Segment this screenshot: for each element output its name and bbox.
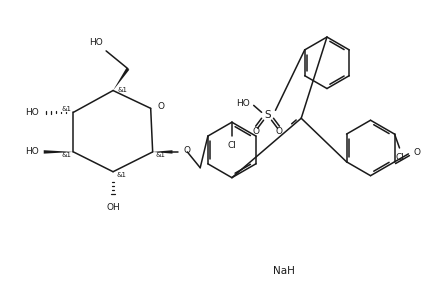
Polygon shape [152, 150, 172, 154]
Text: Cl: Cl [228, 141, 236, 150]
Text: S: S [264, 110, 271, 120]
Polygon shape [44, 150, 73, 154]
Text: O: O [413, 148, 420, 158]
Text: &1: &1 [61, 152, 72, 158]
Text: O: O [276, 127, 283, 136]
Text: &1: &1 [117, 86, 127, 92]
Text: HO: HO [25, 108, 39, 117]
Text: HO: HO [236, 99, 250, 108]
Text: Cl: Cl [395, 153, 404, 162]
Text: &1: &1 [61, 106, 72, 112]
Text: O: O [252, 127, 259, 136]
Text: HO: HO [25, 147, 39, 156]
Text: HO: HO [89, 38, 103, 47]
Text: O: O [183, 146, 191, 156]
Text: NaH: NaH [274, 266, 295, 276]
Polygon shape [113, 68, 130, 90]
Text: &1: &1 [116, 172, 126, 178]
Text: O: O [158, 102, 164, 111]
Text: OH: OH [106, 203, 120, 213]
Text: &1: &1 [156, 152, 166, 158]
